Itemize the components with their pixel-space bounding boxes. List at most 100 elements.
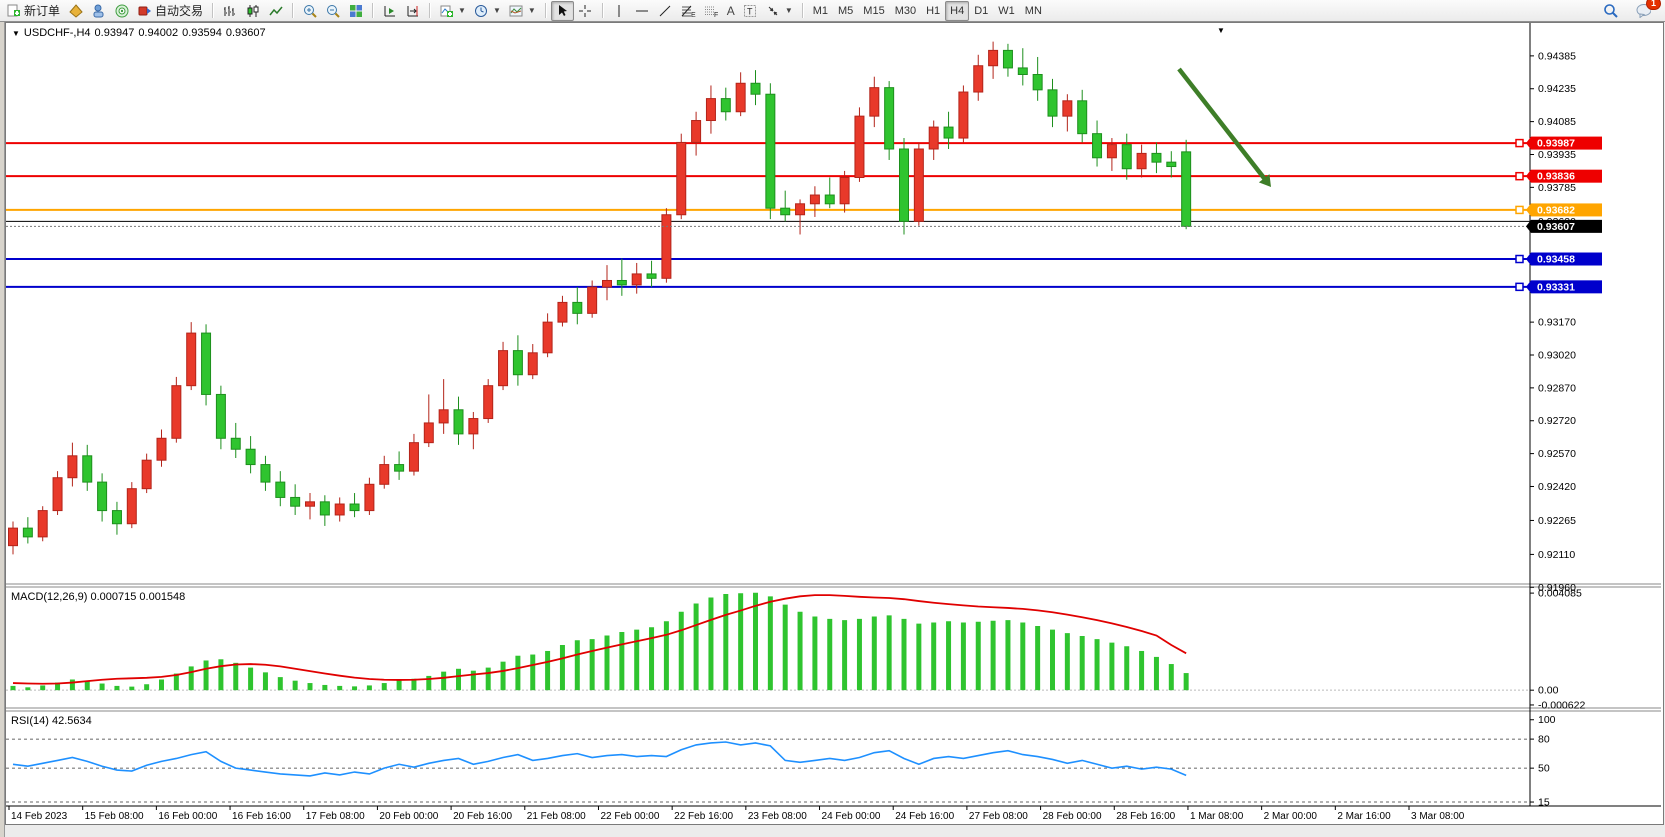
crosshair-tool-button[interactable] xyxy=(574,1,597,21)
new-order-icon xyxy=(6,3,21,18)
price-tags[interactable]: 0.93987 0.93836 0.93682 0.93458 0.93331 0.936… xyxy=(1515,136,1602,294)
dropdown-caret: ▼ xyxy=(458,6,466,15)
timeframe-m1-button[interactable]: M1 xyxy=(812,4,829,17)
bar-chart-icon xyxy=(222,3,237,18)
svg-text:50: 50 xyxy=(1538,763,1550,775)
svg-text:0.93170: 0.93170 xyxy=(1538,317,1576,329)
ink-tool-button[interactable] xyxy=(64,1,87,21)
svg-text:22 Feb 16:00: 22 Feb 16:00 xyxy=(674,811,733,822)
svg-text:E: E xyxy=(691,12,696,18)
rsi-panel[interactable] xyxy=(6,738,1530,803)
text-tool-button[interactable]: A xyxy=(723,1,739,21)
signal-icon xyxy=(114,3,129,18)
bar-chart-button[interactable] xyxy=(218,1,241,21)
svg-text:0.93020: 0.93020 xyxy=(1538,349,1576,361)
timeframe-mn-button[interactable]: MN xyxy=(1024,4,1042,17)
svg-text:2 Mar 16:00: 2 Mar 16:00 xyxy=(1337,811,1391,822)
timeframe-h1-button[interactable]: H1 xyxy=(926,4,941,17)
zoom-in-button[interactable] xyxy=(298,1,321,21)
signal-button[interactable] xyxy=(110,1,133,21)
toolbar-separator xyxy=(292,3,294,18)
template-button[interactable]: ▼ xyxy=(505,1,540,21)
svg-text:23 Feb 08:00: 23 Feb 08:00 xyxy=(748,811,807,822)
svg-text:22 Feb 00:00: 22 Feb 00:00 xyxy=(600,811,659,822)
timeframe-m30-button[interactable]: M30 xyxy=(894,4,917,17)
timeframe-m5-button[interactable]: M5 xyxy=(838,4,854,17)
toolbar-separator xyxy=(372,3,374,18)
candlestick-button[interactable] xyxy=(241,1,264,21)
toolbar-separator xyxy=(544,3,546,18)
timeframe-w1-button[interactable]: W1 xyxy=(998,4,1015,17)
horizontal-line-icon xyxy=(635,3,650,18)
tile-windows-button[interactable] xyxy=(344,1,367,21)
macd-signal-line xyxy=(12,594,1187,685)
zoom-in-icon xyxy=(302,3,317,18)
indicators-button[interactable]: ▼ xyxy=(435,1,470,21)
svg-text:28 Feb 00:00: 28 Feb 00:00 xyxy=(1043,811,1102,822)
svg-text:-0.000622: -0.000622 xyxy=(1538,699,1585,711)
auto-trading-button[interactable]: 自动交易 xyxy=(133,1,207,21)
timeframe-d1-button[interactable]: D1 xyxy=(974,4,989,17)
cursor-icon xyxy=(555,3,570,18)
trendline-tool-button[interactable] xyxy=(654,1,677,21)
price-chart-canvas[interactable]: ▼0.943850.942350.940850.939350.937850.93… xyxy=(6,23,1661,822)
svg-text:0.92420: 0.92420 xyxy=(1538,481,1576,493)
new-order-button[interactable]: 新订单 xyxy=(2,1,64,21)
svg-text:0.93458: 0.93458 xyxy=(1537,254,1575,266)
svg-text:0.94235: 0.94235 xyxy=(1538,83,1576,95)
horizontal-line-tool-button[interactable] xyxy=(631,1,654,21)
indicators-icon xyxy=(439,3,454,18)
line-chart-button[interactable] xyxy=(264,1,287,21)
auto-scroll-button[interactable] xyxy=(378,1,401,21)
text-label-tool-button[interactable]: T xyxy=(739,1,762,21)
trendline-icon xyxy=(658,3,673,18)
candlesticks xyxy=(8,41,1192,555)
main-toolbar: 新订单 自动交易 xyxy=(0,0,1665,22)
notifications-button[interactable]: 1 xyxy=(1632,0,1661,21)
crosshair-icon xyxy=(578,3,593,18)
arrows-icon xyxy=(766,3,781,18)
svg-text:16 Feb 16:00: 16 Feb 16:00 xyxy=(232,811,291,822)
channel-tool-button[interactable]: F xyxy=(700,1,723,21)
market-watch-button[interactable] xyxy=(87,1,110,21)
channel-icon: F xyxy=(704,3,719,18)
svg-text:80: 80 xyxy=(1538,734,1550,746)
auto-trading-label: 自动交易 xyxy=(155,4,204,18)
cursor-tool-button[interactable] xyxy=(550,0,574,21)
text-tool-icon: A xyxy=(726,3,735,18)
svg-text:T: T xyxy=(747,6,753,16)
arrows-tool-button[interactable]: ▼ xyxy=(762,1,797,21)
svg-text:100: 100 xyxy=(1538,714,1556,726)
zoom-out-button[interactable] xyxy=(321,1,344,21)
chart-shift-marker[interactable]: ▼ xyxy=(1217,26,1225,35)
macd-panel[interactable] xyxy=(6,592,1530,691)
period-button[interactable]: ▼ xyxy=(470,1,505,21)
template-icon xyxy=(509,3,524,18)
text-label-icon: T xyxy=(743,3,758,18)
time-axis[interactable]: 14 Feb 2023 15 Feb 08:00 16 Feb 00:00 16 Fe… xyxy=(6,805,1661,822)
svg-text:0.93987: 0.93987 xyxy=(1537,138,1575,150)
vertical-line-tool-button[interactable] xyxy=(608,1,631,21)
svg-text:0.92570: 0.92570 xyxy=(1538,448,1576,460)
rsi-line xyxy=(12,741,1187,777)
svg-text:0.91960: 0.91960 xyxy=(1538,582,1576,594)
user-terminal-icon xyxy=(91,3,106,18)
chart-shift-icon xyxy=(405,3,420,18)
search-button[interactable] xyxy=(1599,1,1622,21)
svg-text:0.94085: 0.94085 xyxy=(1538,116,1576,128)
svg-text:27 Feb 08:00: 27 Feb 08:00 xyxy=(969,811,1028,822)
svg-text:15 Feb 08:00: 15 Feb 08:00 xyxy=(85,811,144,822)
svg-text:14 Feb 2023: 14 Feb 2023 xyxy=(11,811,68,822)
new-order-label: 新订单 xyxy=(24,4,61,18)
chart-shift-button[interactable] xyxy=(401,1,424,21)
timeframe-group: M1 M5 M15 M30 H1 H4 D1 W1 MN xyxy=(806,0,1049,21)
chart-window[interactable]: ▼ USDCHF-,H4 0.93947 0.94002 0.93594 0.9… xyxy=(5,22,1664,825)
trend-arrow-annotation[interactable] xyxy=(1177,67,1271,187)
svg-text:20 Feb 00:00: 20 Feb 00:00 xyxy=(379,811,438,822)
timeframe-m15-button[interactable]: M15 xyxy=(863,4,885,17)
search-icon xyxy=(1603,3,1618,18)
fibonacci-tool-button[interactable]: E xyxy=(677,1,700,21)
svg-text:16 Feb 00:00: 16 Feb 00:00 xyxy=(158,811,217,822)
svg-text:0.92265: 0.92265 xyxy=(1538,515,1576,527)
timeframe-h4-button[interactable]: H4 xyxy=(945,0,970,21)
